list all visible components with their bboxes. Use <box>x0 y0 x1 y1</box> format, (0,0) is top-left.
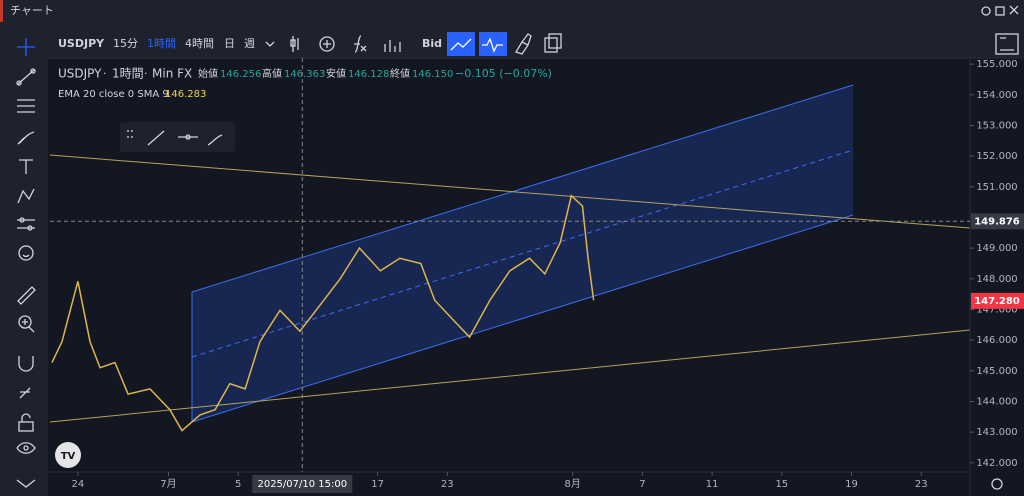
drawing-tools[interactable] <box>16 38 36 488</box>
y-tick-label: 154.000 <box>976 90 1017 101</box>
x-tick-label: 23 <box>915 479 928 490</box>
crosshair-price-label: 149.876 <box>974 216 1020 227</box>
y-tick-label: 149.000 <box>976 243 1017 254</box>
price-type[interactable]: Bid <box>422 37 442 50</box>
y-tick-label: 155.000 <box>976 59 1017 70</box>
x-tick-label: 15 <box>775 479 788 490</box>
interval-15m[interactable]: 15分 <box>113 37 138 50</box>
y-tick-label: 147.000 <box>976 304 1017 315</box>
interval-1h[interactable]: 1時間 <box>147 37 176 50</box>
channel-middle <box>191 149 854 358</box>
legend-interval: 1時間 <box>112 67 144 81</box>
y-tick-label: 151.000 <box>976 182 1017 193</box>
window-title: チャート <box>10 4 54 17</box>
ohlc-value: 146.363 <box>284 69 325 80</box>
settings[interactable] <box>991 478 1003 490</box>
x-tick-label: 19 <box>845 479 858 490</box>
ohlc-value: 146.128 <box>348 69 389 80</box>
last-price-box <box>971 292 1024 309</box>
last-price-label: 147.280 <box>974 296 1020 307</box>
y-tick-label: 148.000 <box>976 274 1017 285</box>
ohlc-label: 安値 <box>326 67 346 80</box>
y-tick-label: 153.000 <box>976 120 1017 131</box>
x-tick-label: 5 <box>235 479 241 490</box>
legend-source: Min FX <box>152 67 192 81</box>
ohlc-label: 終値 <box>390 67 410 80</box>
trend-line <box>49 154 971 229</box>
logo[interactable] <box>55 442 81 468</box>
legend-symbol: USDJPY <box>58 67 102 81</box>
interval-4h[interactable]: 4時間 <box>185 37 214 50</box>
crosshair-price-box <box>971 213 1024 230</box>
y-tick-label: 146.000 <box>976 335 1017 346</box>
left-toolbar <box>0 22 48 496</box>
crosshair-x-box <box>252 475 353 493</box>
interval-day[interactable]: 日 <box>224 37 235 50</box>
x-tick-label: 7月 <box>160 478 176 490</box>
title-accent <box>0 0 3 22</box>
legend-change: −0.105 (−0.07%) <box>455 67 552 80</box>
top-toolbar <box>48 22 1024 58</box>
legend-sep: · <box>103 67 107 80</box>
x-tick-label: 23 <box>441 479 454 490</box>
y-tick-label: 143.000 <box>976 427 1017 438</box>
y-tick-label: 152.000 <box>976 151 1017 162</box>
ohlc-label: 始値 <box>198 67 218 80</box>
ohlc-value: 146.150 <box>412 69 453 80</box>
ohlc: 始値 146.256 高値 146.363 安値 146.128 終値 146.150 <box>198 67 453 80</box>
symbol-button[interactable]: USDJPY <box>58 37 105 50</box>
window-controls[interactable] <box>981 5 1019 16</box>
x-tick-label: 7 <box>639 479 645 490</box>
y-tick-label: 144.000 <box>976 396 1017 407</box>
x-tick-label: 17 <box>371 479 384 490</box>
legend-sep: · <box>144 67 148 80</box>
ohlc-value: 146.256 <box>220 69 261 80</box>
price-line <box>51 194 595 432</box>
trend-line <box>49 329 971 423</box>
crosshair-x-label: 2025/07/10 15:00 <box>257 479 347 490</box>
y-tick-label: 142.000 <box>976 458 1017 469</box>
title-bar <box>0 0 1024 22</box>
x-tick-label: 24 <box>72 479 85 490</box>
x-tick-label: 11 <box>706 479 719 490</box>
y-tick-label: 145.000 <box>976 366 1017 377</box>
floating-tools[interactable] <box>127 130 223 146</box>
indicator-name: EMA 20 close 0 SMA 9 <box>58 89 169 100</box>
logo-mark: TV <box>61 451 76 462</box>
ohlc-label: 高値 <box>262 67 282 80</box>
x-tick-label: 8月 <box>565 478 581 490</box>
indicator-value: 146.283 <box>165 89 206 100</box>
interval-week[interactable]: 週 <box>244 37 255 50</box>
toolbar-icons[interactable] <box>265 32 1019 56</box>
